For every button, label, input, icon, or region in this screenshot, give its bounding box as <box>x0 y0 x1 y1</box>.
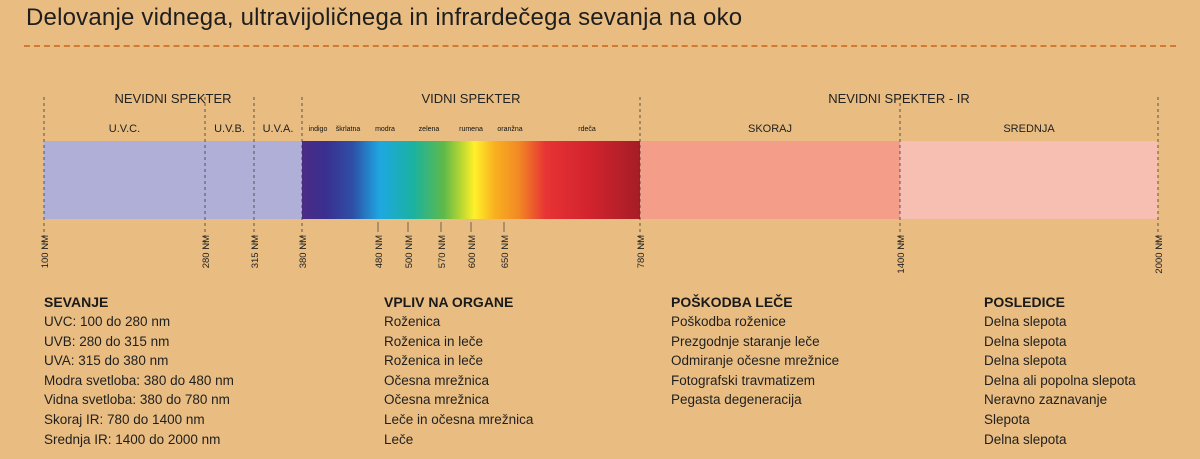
band-bar-near-ir <box>640 141 900 219</box>
list-item: Odmiranje očesne mrežnice <box>671 353 840 369</box>
list-item: Delna slepota <box>984 314 1067 329</box>
effects-table: SEVANJE UVC: 100 do 280 nm UVB: 280 do 315… <box>0 292 1200 459</box>
tick-label-650: 650 NM <box>500 235 511 268</box>
list-item: Leče <box>384 431 414 447</box>
tick-label-1400: 1400 NM <box>896 235 907 274</box>
list-item: Roženica in leče <box>384 353 484 369</box>
color-label-4: rumena <box>459 126 483 133</box>
list-item: UVB: 280 do 315 nm <box>44 333 170 349</box>
tick-label-315: 315 NM <box>250 235 261 268</box>
band-label-mid-ir: SREDNJA <box>1003 123 1055 135</box>
list-item: Delna slepota <box>984 353 1067 369</box>
band-bar-uvb <box>205 141 254 219</box>
color-label-2: modra <box>375 126 395 133</box>
color-label-3: zelena <box>419 126 440 133</box>
color-label-5: oranžna <box>497 126 522 133</box>
color-label-0: indigo <box>309 126 328 133</box>
band-label-uva: U.V.A. <box>263 123 294 135</box>
column-list: Roženica Roženica in leče Roženica in leče… <box>384 312 533 449</box>
band-label-near-ir: SKORAJ <box>748 123 792 135</box>
list-item: Neravno zaznavanje <box>984 392 1108 408</box>
column-heading: POŠKODBA LEČE <box>671 294 793 310</box>
list-item: Očesna mrežnica <box>384 372 490 388</box>
band-bar-uvc <box>44 141 205 219</box>
section-label-visible: VIDNI SPEKTER <box>422 91 521 106</box>
band-label-uvb: U.V.B. <box>214 123 245 135</box>
column-heading: SEVANJE <box>44 294 109 310</box>
column-3: POSLEDICE Delna slepota Delna slepota Delna… <box>984 292 1136 449</box>
list-item: Leče in očesna mrežnica <box>384 411 534 427</box>
list-item: Roženica in leče <box>384 333 484 349</box>
band-bar-mid-ir <box>900 141 1158 219</box>
list-item: UVC: 100 do 280 nm <box>44 314 171 329</box>
list-item: Vidna svetloba: 380 do 780 nm <box>44 392 230 408</box>
list-item: UVA: 315 do 380 nm <box>44 353 169 369</box>
tick-label-380: 380 NM <box>298 235 309 268</box>
list-item: Poškodba roženice <box>671 314 786 329</box>
band-bar-uva <box>254 141 302 219</box>
title-divider <box>24 45 1176 47</box>
column-0: SEVANJE UVC: 100 do 280 nm UVB: 280 do 315… <box>44 292 234 449</box>
tick-label-780: 780 NM <box>636 235 647 268</box>
list-item: Roženica <box>384 314 441 329</box>
list-item: Delna ali popolna slepota <box>984 372 1136 388</box>
band-label-uvc: U.V.C. <box>109 123 140 135</box>
list-item: Srednja IR: 1400 do 2000 nm <box>44 431 221 447</box>
color-label-1: škrlatna <box>336 126 361 133</box>
list-item: Delna slepota <box>984 431 1067 447</box>
list-item: Slepota <box>984 411 1030 427</box>
tick-label-570: 570 NM <box>437 235 448 268</box>
tick-label-100: 100 NM <box>40 235 51 268</box>
column-list: Delna slepota Delna slepota Delna slepota D… <box>984 312 1136 449</box>
column-list: Poškodba roženice Prezgodnje staranje leč… <box>671 312 839 410</box>
page-title: Delovanje vidnega, ultravijoličnega in i… <box>26 4 743 31</box>
column-list: UVC: 100 do 280 nm UVB: 280 do 315 nm UVA:… <box>44 312 234 449</box>
section-label-uv: NEVIDNI SPEKTER <box>114 91 231 106</box>
tick-label-500: 500 NM <box>404 235 415 268</box>
column-1: VPLIV NA ORGANE Roženica Roženica in leče R… <box>384 292 533 449</box>
list-item: Pegasta degeneracija <box>671 392 802 408</box>
column-2: POŠKODBA LEČE Poškodba roženice Prezgodnje… <box>671 292 839 410</box>
list-item: Prezgodnje staranje leče <box>671 333 820 349</box>
tick-label-2000: 2000 NM <box>1154 235 1165 274</box>
tick-label-280: 280 NM <box>201 235 212 268</box>
tick-label-600: 600 NM <box>467 235 478 268</box>
column-heading: VPLIV NA ORGANE <box>384 294 514 310</box>
visible-spectrum-bar <box>302 141 640 219</box>
list-item: Modra svetloba: 380 do 480 nm <box>44 372 234 388</box>
section-label-ir: NEVIDNI SPEKTER - IR <box>828 91 970 106</box>
tick-label-480: 480 NM <box>374 235 385 268</box>
color-label-6: rdeča <box>578 126 596 133</box>
list-item: Skoraj IR: 780 do 1400 nm <box>44 411 205 427</box>
list-item: Fotografski travmatizem <box>671 372 816 388</box>
list-item: Delna slepota <box>984 333 1067 349</box>
column-heading: POSLEDICE <box>984 294 1065 310</box>
list-item: Očesna mrežnica <box>384 392 490 408</box>
